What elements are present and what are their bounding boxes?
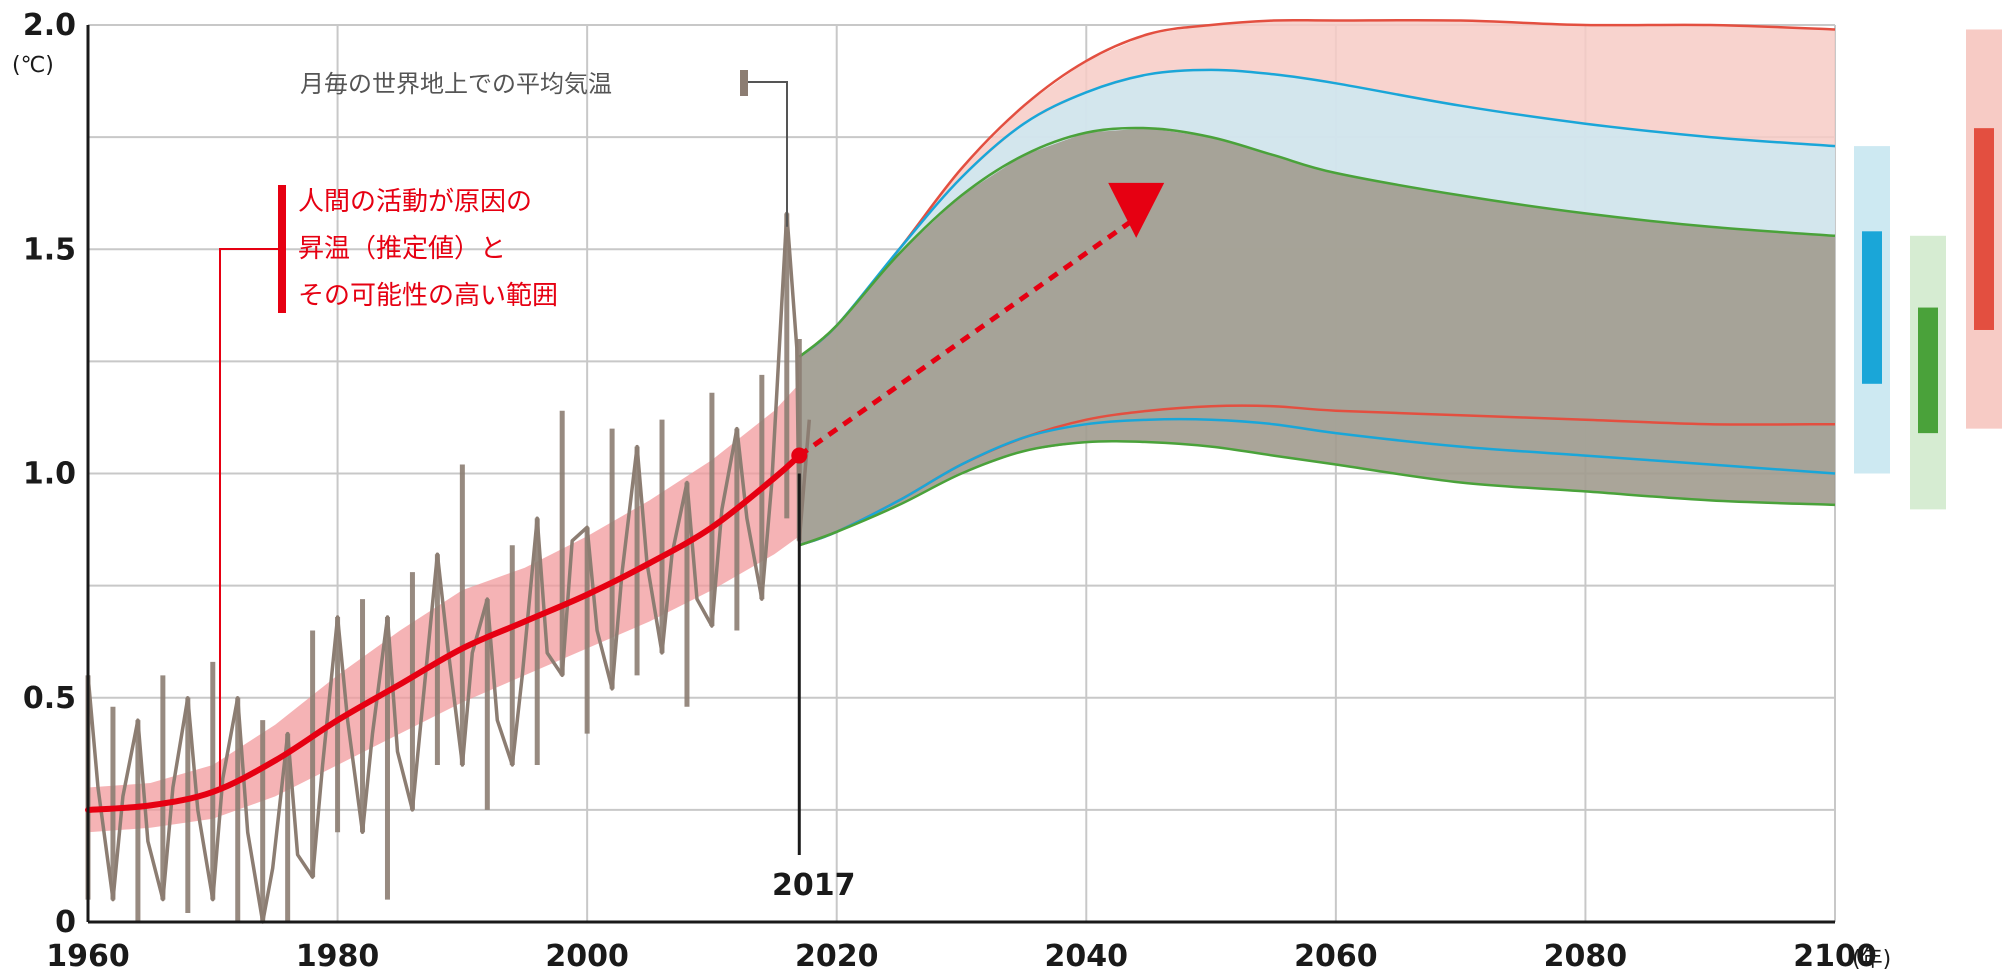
- x-tick-label-2060: 2060: [1294, 939, 1378, 971]
- x-tick-label-2020: 2020: [795, 939, 879, 971]
- scenario-bands: [798, 18, 1836, 547]
- human-label-swatch: [278, 185, 286, 313]
- x-unit-label: (年): [1852, 947, 1891, 971]
- year-marker-label: 2017: [772, 868, 856, 903]
- markers: [219, 70, 1165, 855]
- human-warming-central-line: [85, 452, 803, 813]
- human-warming-label-line-2: 昇温（推定値）と: [298, 234, 506, 264]
- x-tick-label-1980: 1980: [296, 939, 380, 971]
- x-tick-label-2040: 2040: [1045, 939, 1129, 971]
- y-unit-label: (℃): [12, 53, 54, 78]
- human-warming-label-line-1: 人間の活動が原因の: [298, 187, 532, 217]
- scenario-upper-line-3: [798, 126, 1836, 358]
- range-bars-2100: [1854, 29, 2002, 510]
- human-label-leader: [219, 248, 278, 792]
- x-tick-label-2080: 2080: [1544, 939, 1628, 971]
- projection-arrow-line: [797, 215, 1138, 458]
- axes: 1960 1980 2000 2020 2040 2060 2080 2100 0 0.5 1.0 1…: [23, 8, 1877, 971]
- x-tick-label-2000: 2000: [545, 939, 629, 971]
- range-bar-likely-2: [1918, 307, 1938, 434]
- range-bar-likely-3: [1974, 128, 1994, 330]
- scenario-upper-line-2: [798, 68, 1836, 358]
- scenario-band-3: [799, 128, 1835, 546]
- observed-monthly-series: [85, 211, 812, 924]
- observed-label-swatch: [740, 70, 748, 96]
- human-warming-label-line-3: その可能性の高い範囲: [298, 281, 558, 311]
- scenario-lower-line-3: [798, 440, 1836, 547]
- range-bar-likely-1: [1862, 231, 1882, 384]
- y-tick-label-0: 0: [55, 905, 76, 940]
- x-tick-label-1960: 1960: [46, 939, 130, 971]
- y-tick-label-0.5: 0.5: [23, 681, 76, 716]
- scenario-lower-line-2: [798, 417, 1836, 547]
- observed-line: [86, 211, 812, 924]
- observed-label-leader: [748, 81, 788, 227]
- x-tick-label-2100: 2100: [1793, 939, 1877, 971]
- observed-series-label: 月毎の世界地上での平均気温: [300, 70, 612, 98]
- y-tick-label-1.0: 1.0: [23, 457, 76, 492]
- projection-arrow-head: [1108, 182, 1165, 238]
- y-tick-label-2.0: 2.0: [23, 8, 76, 43]
- y-tick-label-1.5: 1.5: [23, 232, 76, 267]
